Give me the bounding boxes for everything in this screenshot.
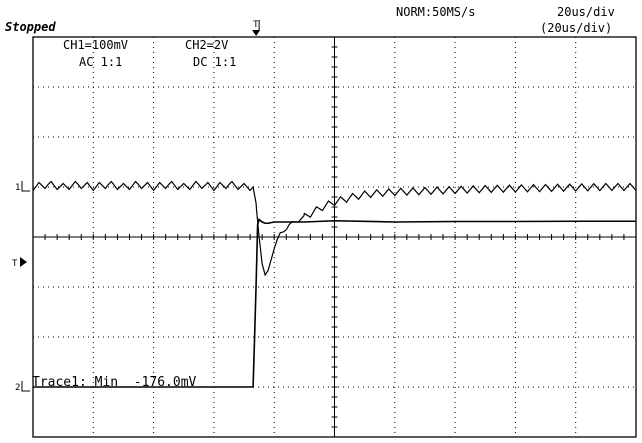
ch2-scale-label: CH2=2V	[185, 38, 229, 52]
ch1-ground-marker: 1	[15, 181, 30, 193]
status-label: Stopped	[5, 20, 56, 34]
ch1-coupling-label: AC 1:1	[79, 55, 123, 69]
timebase-label: 20us/div	[557, 5, 615, 19]
ch2-ground-marker: 2	[15, 381, 30, 393]
measurement-readout: Trace1: Min -176.0mV	[32, 375, 197, 390]
trigger-level-arrow	[20, 257, 27, 267]
ch2-ground-marker-symbol	[21, 381, 30, 392]
ch1-trace	[32, 180, 637, 277]
acquisition-mode: NORM:50MS/s	[396, 5, 476, 19]
trigger-position-label: T	[253, 20, 259, 30]
trigger-level-label: T	[12, 259, 18, 269]
ch1-scale-label: CH1=100mV	[63, 38, 129, 52]
ch1-ground-marker-label: 1	[15, 183, 20, 193]
ch2-trace	[33, 218, 636, 388]
ch2-ground-marker-label: 2	[15, 383, 20, 393]
ch2-coupling-label: DC 1:1	[193, 55, 237, 69]
timebase-sub-label: (20us/div)	[540, 21, 613, 35]
trigger-position-arrow	[252, 30, 261, 36]
ch1-ground-marker-symbol	[21, 181, 30, 192]
